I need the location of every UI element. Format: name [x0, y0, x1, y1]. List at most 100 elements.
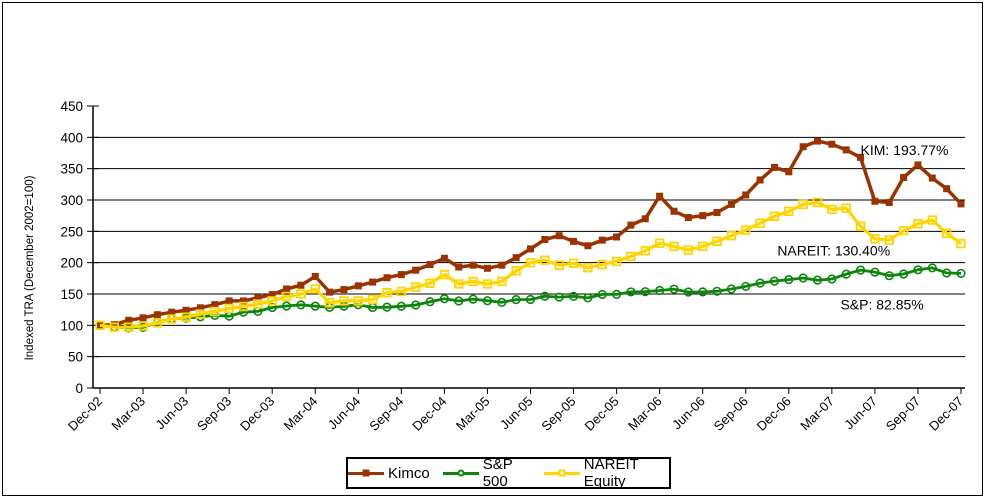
data-point	[755, 218, 765, 228]
x-tick-label: Mar-03	[108, 394, 148, 434]
data-point	[727, 200, 735, 208]
data-point	[238, 301, 249, 312]
data-point	[841, 203, 851, 213]
legend-label-sp500: S&P 500	[482, 456, 513, 490]
axes	[87, 105, 965, 394]
y-tick-label: 100	[60, 318, 83, 333]
data-point	[397, 271, 405, 279]
data-point	[684, 214, 692, 222]
data-point	[383, 274, 391, 282]
data-point	[210, 306, 220, 317]
data-point	[957, 200, 965, 208]
data-point	[425, 297, 435, 307]
data-point	[268, 291, 276, 299]
data-point	[956, 268, 966, 279]
data-point	[611, 256, 622, 267]
y-tick-label: 50	[68, 350, 83, 365]
data-point	[927, 263, 937, 273]
data-point	[439, 294, 450, 304]
data-point	[712, 286, 722, 296]
data-point	[498, 261, 506, 269]
data-point	[741, 225, 751, 235]
x-tick-label: Jun-07	[841, 394, 880, 433]
data-point	[713, 209, 721, 217]
data-point	[827, 204, 837, 215]
y-tick-label: 250	[60, 224, 83, 239]
data-point	[884, 235, 894, 245]
data-point	[339, 296, 349, 306]
data-point	[181, 312, 191, 322]
data-point	[426, 261, 434, 269]
data-point	[699, 212, 707, 220]
x-tick-label: Dec-03	[237, 394, 277, 434]
data-point	[168, 308, 176, 316]
data-point	[755, 278, 765, 288]
data-point	[597, 259, 607, 270]
data-point	[583, 293, 593, 303]
data-point	[698, 287, 708, 297]
data-point	[669, 284, 679, 294]
data-point	[900, 173, 908, 181]
data-point	[396, 301, 406, 311]
data-point	[326, 288, 334, 296]
y-tick-label: 150	[60, 287, 83, 302]
data-point	[296, 300, 306, 310]
data-point	[785, 168, 793, 176]
legend-item-nareit: NAREIT Equity	[543, 456, 669, 490]
legend-label-nareit: NAREIT Equity	[583, 456, 639, 490]
series-line-nareit-equity	[99, 200, 962, 329]
data-point	[613, 233, 621, 241]
data-point	[153, 311, 161, 319]
kimco-square-marker-icon	[362, 469, 370, 477]
series-layer	[95, 137, 966, 333]
data-point	[152, 318, 163, 328]
sp500-line-swatch	[442, 469, 479, 478]
data-point	[598, 236, 606, 244]
data-point	[913, 219, 923, 229]
data-point	[683, 245, 694, 255]
data-point	[354, 282, 362, 290]
data-point	[454, 279, 464, 289]
x-tick-label: Jun-04	[325, 394, 364, 433]
x-tick-label: Jun-05	[497, 394, 536, 433]
data-point	[812, 275, 823, 285]
data-point	[827, 274, 837, 284]
data-point	[712, 236, 722, 247]
nareit-line-swatch	[543, 469, 580, 478]
data-point	[913, 265, 923, 275]
annotation: S&P: 82.85%	[840, 297, 923, 313]
data-point	[340, 286, 348, 294]
legend-item-kimco: Kimco	[348, 465, 430, 482]
data-point	[870, 267, 880, 277]
data-point	[412, 266, 420, 274]
data-point	[311, 272, 319, 280]
data-point	[857, 153, 865, 161]
data-point	[540, 291, 550, 301]
data-point	[440, 254, 448, 262]
data-point	[640, 287, 650, 297]
data-point	[655, 285, 665, 296]
x-tick-label: Dec-06	[754, 394, 794, 434]
y-gridlines	[93, 136, 965, 358]
data-point	[455, 263, 463, 271]
legend-label-kimco: Kimco	[388, 464, 430, 482]
data-point	[110, 321, 118, 329]
data-point	[769, 211, 780, 221]
x-tick-label: Mar-06	[625, 394, 665, 434]
data-point	[726, 231, 737, 241]
data-point	[139, 314, 147, 322]
data-point	[641, 215, 649, 223]
data-point	[425, 278, 435, 289]
data-point	[369, 278, 377, 286]
x-tick-label: Dec-02	[65, 394, 105, 434]
data-point	[669, 241, 679, 252]
data-point	[583, 262, 593, 273]
x-tick-label: Sep-06	[711, 394, 751, 434]
data-point	[742, 191, 750, 199]
data-point	[841, 269, 851, 279]
data-point	[626, 251, 636, 262]
data-point	[281, 291, 292, 302]
x-tick-label: Mar-05	[453, 394, 493, 434]
y-tick-label: 0	[75, 381, 83, 396]
